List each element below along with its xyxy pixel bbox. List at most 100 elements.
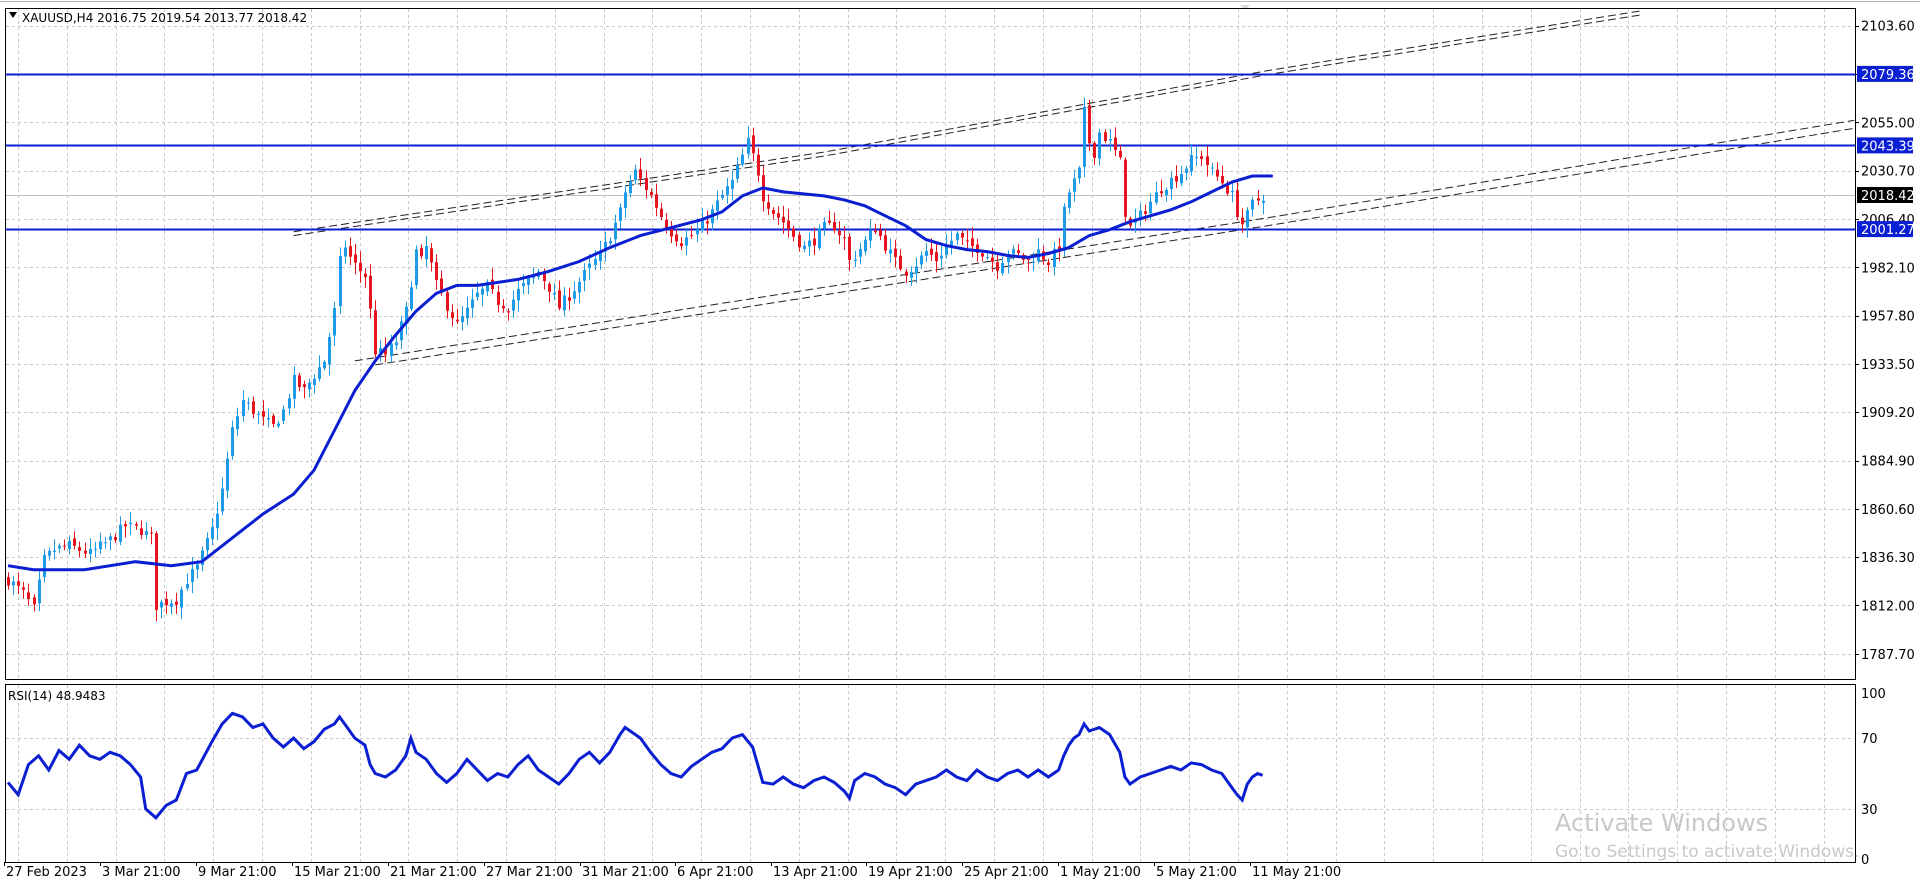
candle-body — [905, 271, 908, 276]
candle-body — [910, 272, 913, 278]
candle-body — [99, 541, 102, 550]
candle-body — [767, 202, 770, 209]
candle-body — [135, 524, 138, 526]
time-tick-label: 15 Mar 21:00 — [294, 865, 381, 880]
candle-body — [1104, 132, 1107, 141]
candle-body — [1032, 261, 1035, 263]
time-tick-label: 1 May 21:00 — [1060, 865, 1141, 880]
time-tick-label: 27 Feb 2023 — [6, 865, 87, 880]
candle-body — [155, 533, 158, 610]
candle-body — [1200, 156, 1203, 159]
candle-body — [838, 230, 841, 236]
candle-body — [981, 253, 984, 257]
candle-body — [33, 597, 36, 605]
candle-body — [430, 248, 433, 263]
candle-body — [68, 540, 71, 549]
candle-body — [12, 581, 15, 586]
candle-body — [242, 399, 245, 417]
watermark-title: Activate Windows — [1555, 809, 1768, 837]
candle-body — [650, 192, 653, 195]
candle-body — [451, 312, 454, 319]
candle-body — [548, 283, 551, 292]
hdr-low: 2013.77 — [200, 11, 253, 25]
candle-body — [486, 281, 489, 292]
candle-body — [996, 262, 999, 271]
trend-line — [293, 10, 1641, 233]
candle-body — [563, 295, 566, 311]
candle-body — [1068, 192, 1071, 208]
candle-body — [864, 239, 867, 252]
candle-body — [410, 287, 413, 309]
candle-body — [221, 488, 224, 512]
candle-body — [27, 592, 30, 600]
candle-body — [665, 219, 668, 228]
candle-body — [818, 228, 821, 248]
candle-body — [869, 230, 872, 241]
candle-body — [272, 415, 275, 424]
candle-body — [1262, 200, 1265, 203]
candle-body — [701, 220, 704, 231]
candle-body — [808, 240, 811, 247]
candle-body — [257, 413, 260, 415]
candle-body — [752, 135, 755, 154]
main-chart-pane[interactable] — [5, 8, 1856, 680]
candle-body — [609, 241, 612, 244]
candle-body — [48, 550, 51, 556]
symbol-header: XAUUSD,H4 2016.75 2019.54 2013.77 2018.4… — [22, 11, 307, 25]
price-tick-label: 2103.60 — [1861, 20, 1915, 35]
level-price-tag — [1857, 221, 1913, 238]
candle-body — [339, 256, 342, 307]
candle-body — [405, 306, 408, 324]
candle-body — [1083, 106, 1086, 167]
candle-body — [1098, 132, 1101, 159]
candle-body — [553, 292, 556, 295]
candle-body — [925, 251, 928, 256]
candle-body — [446, 292, 449, 311]
time-tick-label: 27 Mar 21:00 — [486, 865, 573, 880]
candle-body — [726, 186, 729, 195]
candle-body — [854, 259, 857, 261]
candle-body — [354, 254, 357, 263]
dropdown-triangle-icon[interactable] — [9, 12, 17, 18]
candle-body — [1078, 167, 1081, 179]
time-tick-label: 13 Apr 21:00 — [773, 865, 858, 880]
candle-body — [1211, 167, 1214, 169]
candle-body — [440, 278, 443, 293]
price-tick-label: 1957.80 — [1861, 310, 1915, 325]
candle-body — [1144, 211, 1147, 214]
trend-line — [375, 127, 1855, 366]
candle-body — [1236, 190, 1239, 217]
time-tick-label: 25 Apr 21:00 — [964, 865, 1049, 880]
horizontal-levels[interactable] — [6, 73, 1855, 231]
level-price-value: 2001.27 — [1861, 223, 1915, 238]
candle-body — [1001, 262, 1004, 274]
candle-body — [588, 263, 591, 269]
candle-body — [63, 545, 66, 547]
candle-body — [1073, 178, 1076, 192]
candle-body — [293, 374, 296, 399]
candle-body — [1185, 168, 1188, 173]
candle-body — [945, 244, 948, 255]
candle-body — [629, 181, 632, 194]
rsi-pane[interactable] — [5, 684, 1856, 863]
candle-body — [226, 458, 229, 491]
candle-body — [333, 307, 336, 336]
candle-body — [262, 411, 265, 417]
candle-body — [976, 244, 979, 253]
rsi-tick-label: 0 — [1861, 853, 1869, 868]
price-tick-label: 1884.90 — [1861, 455, 1915, 470]
candle-body — [298, 375, 301, 387]
candle-body — [543, 272, 546, 282]
candle-body — [1206, 156, 1209, 166]
candle-body — [1175, 175, 1178, 182]
candle-body — [690, 235, 693, 237]
candle-body — [920, 255, 923, 265]
hdr-high: 2019.54 — [147, 11, 200, 25]
candle-body — [277, 423, 280, 427]
candle-body — [792, 228, 795, 237]
candle-body — [578, 281, 581, 293]
candle-body — [1109, 139, 1112, 141]
candle-body — [843, 237, 846, 239]
candle-body — [573, 291, 576, 299]
